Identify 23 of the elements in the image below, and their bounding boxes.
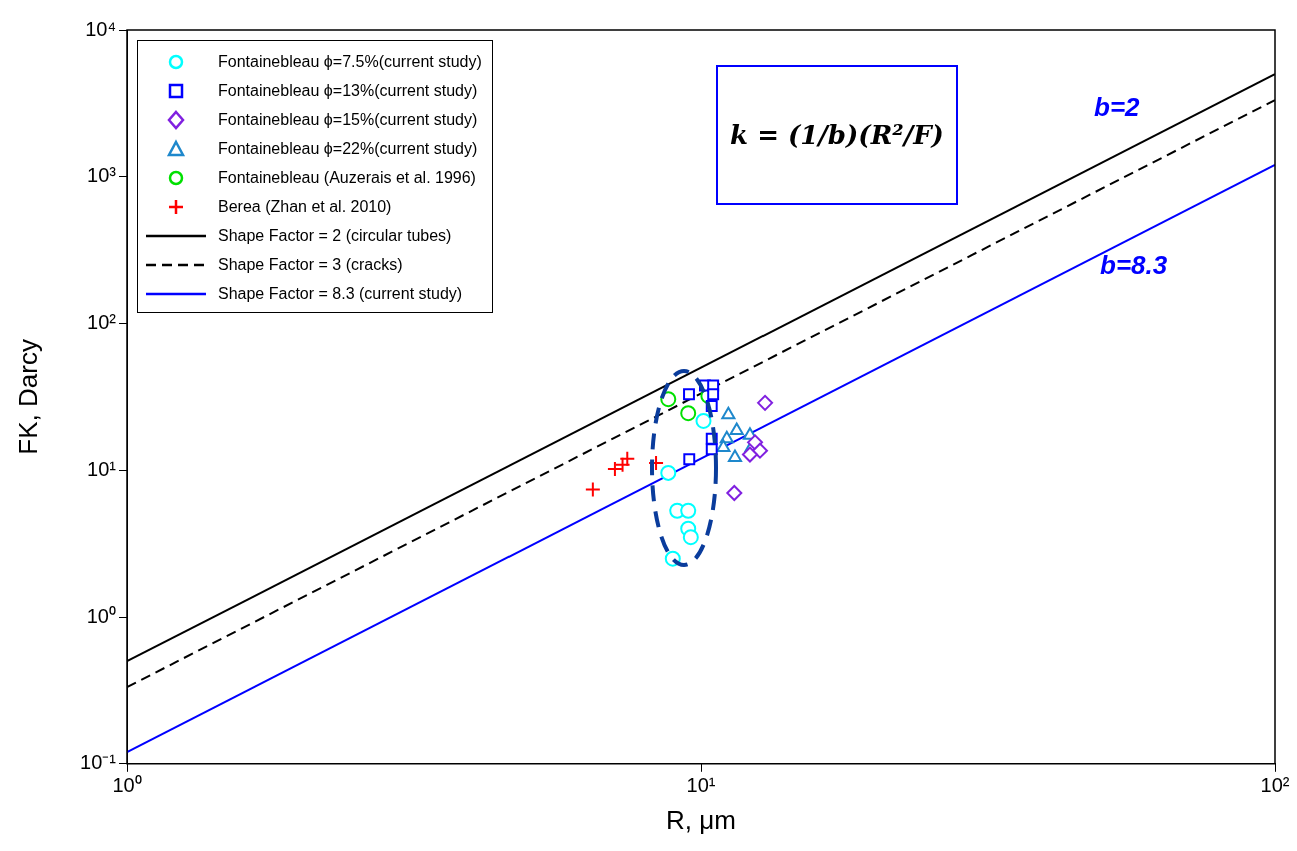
y-axis-title: FK, Darcy: [12, 339, 43, 455]
legend-label: Shape Factor = 8.3 (current study): [218, 284, 463, 303]
legend-label: Berea (Zhan et al. 2010): [218, 197, 392, 216]
x-tick-label: 10²: [1260, 774, 1290, 797]
legend-label: Shape Factor = 3 (cracks): [218, 255, 403, 274]
x-axis-title: R, μm: [666, 804, 736, 835]
legend-label: Shape Factor = 2 (circular tubes): [218, 226, 452, 245]
y-tick-label: 10³: [87, 164, 117, 187]
legend-label: Fontainebleau (Auzerais et al. 1996): [218, 168, 476, 187]
y-tick-label: 10¹: [87, 457, 117, 480]
legend-label: Fontainebleau ϕ=7.5%(current study): [218, 52, 482, 71]
annotation: k = (1/b)(R²/F): [716, 65, 958, 205]
y-tick-label: 10⁴: [85, 17, 116, 40]
annotation: b=8.3: [1100, 250, 1168, 281]
annotation: b=2: [1094, 92, 1140, 123]
legend-label: Fontainebleau ϕ=22%(current study): [218, 139, 478, 158]
x-tick-label: 10⁰: [112, 774, 142, 797]
y-tick-label: 10⁰: [86, 604, 116, 627]
legend-label: Fontainebleau ϕ=13%(current study): [218, 81, 478, 100]
y-tick-label: 10⁻¹: [80, 751, 117, 774]
x-tick-label: 10¹: [686, 774, 716, 797]
legend-label: Fontainebleau ϕ=15%(current study): [218, 110, 478, 129]
y-tick-label: 10²: [87, 311, 117, 334]
